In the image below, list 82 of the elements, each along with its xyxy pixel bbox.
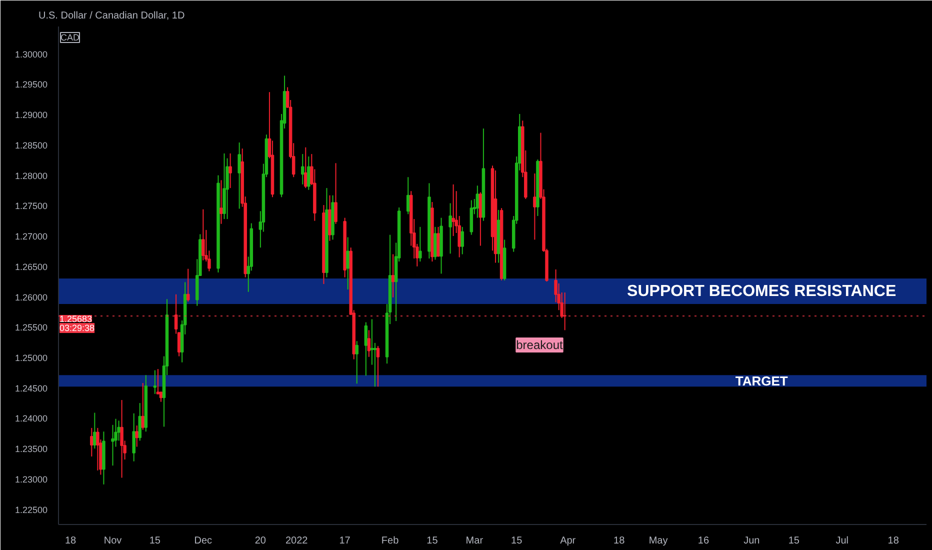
annotation: breakout — [516, 338, 564, 352]
x-tick-label: 16 — [698, 536, 710, 546]
candlestick — [159, 392, 163, 402]
band-label: TARGET — [735, 373, 788, 388]
y-tick-label: 1.25000 — [14, 352, 48, 363]
ref-line-label: 1.25683 — [60, 314, 92, 324]
x-tick-label: 15 — [149, 536, 161, 546]
candlestick — [141, 382, 145, 430]
annotation: CAD — [60, 32, 80, 42]
y-tick-label: 1.23000 — [14, 474, 48, 484]
y-tick-label: 1.28000 — [14, 170, 48, 181]
candlestick — [304, 146, 308, 189]
candlestick — [370, 318, 374, 366]
candlestick — [120, 400, 124, 478]
candlestick — [93, 412, 96, 450]
candlestick — [228, 152, 232, 189]
candlestick — [391, 254, 395, 298]
candlestick — [533, 172, 536, 240]
y-tick-label: 1.29000 — [14, 110, 48, 120]
candlestick — [334, 162, 338, 224]
candlestick — [90, 427, 94, 457]
x-tick-label: Nov — [104, 536, 122, 546]
candlestick — [132, 412, 136, 462]
candlestick — [202, 208, 205, 261]
x-tick-label: 18 — [888, 536, 900, 546]
candlestick — [238, 142, 241, 210]
annotation: 03:29:38 — [60, 323, 95, 334]
candlestick — [434, 226, 437, 260]
x-tick-label: Mar — [466, 536, 484, 546]
y-tick-label: 1.22500 — [14, 504, 48, 515]
candlestick — [135, 425, 138, 448]
x-tick-label: 15 — [426, 536, 438, 546]
x-tick-label: Jul — [836, 536, 849, 546]
candlestick — [406, 176, 410, 215]
y-tick-label: 1.23500 — [14, 444, 48, 454]
y-tick-label: 1.27000 — [14, 232, 48, 242]
x-tick-label: 15 — [788, 536, 800, 546]
y-tick-label: 1.26500 — [14, 262, 48, 272]
candlestick — [376, 345, 380, 388]
x-tick-label: 15 — [511, 536, 523, 546]
x-tick-label: May — [648, 536, 668, 546]
y-tick-label: 1.24500 — [14, 383, 48, 394]
candlestick — [156, 368, 160, 394]
candlestick — [367, 330, 371, 358]
y-tick-label: 1.28500 — [14, 140, 48, 150]
candlestick — [452, 184, 455, 237]
x-tick-label: 2022 — [285, 536, 308, 546]
candlestick — [436, 226, 440, 258]
band-label: SUPPORT BECOMES RESISTANCE — [627, 282, 896, 300]
candlestick — [448, 202, 452, 254]
candlestick — [96, 427, 100, 471]
candlestick — [355, 340, 359, 384]
y-tick-label: 1.26000 — [14, 292, 48, 302]
x-tick-label: 18 — [64, 536, 77, 546]
candlestick — [220, 180, 223, 224]
x-tick-label: 17 — [339, 536, 351, 546]
y-tick-label: 1.24000 — [14, 414, 48, 424]
candlestick — [186, 268, 190, 302]
x-tick-label: Feb — [381, 536, 400, 546]
candlestick — [300, 154, 304, 185]
candlestick — [307, 156, 310, 190]
candlestick — [418, 226, 422, 262]
y-tick-label: 1.27500 — [14, 201, 48, 212]
chart-title: U.S. Dollar / Canadian Dollar, 1D — [38, 10, 185, 22]
candlestick — [153, 370, 157, 394]
candlestick — [470, 200, 474, 236]
candlestick — [476, 185, 480, 218]
x-tick-label: Apr — [560, 536, 576, 546]
y-tick-label: 1.30000 — [14, 49, 48, 60]
candlestick — [373, 342, 377, 388]
candlestick — [478, 192, 482, 246]
candlestick — [138, 402, 142, 442]
y-tick-label: 1.25500 — [14, 322, 48, 333]
x-tick-label: Jun — [744, 536, 760, 546]
candlestick — [346, 236, 350, 290]
x-tick-label: 18 — [614, 536, 626, 546]
candlestick — [364, 322, 368, 376]
candlestick — [460, 226, 464, 255]
x-tick-label: Dec — [194, 536, 212, 546]
x-tick-label: 20 — [254, 536, 266, 546]
candlestick — [226, 158, 229, 220]
y-tick-label: 1.29500 — [14, 80, 48, 90]
